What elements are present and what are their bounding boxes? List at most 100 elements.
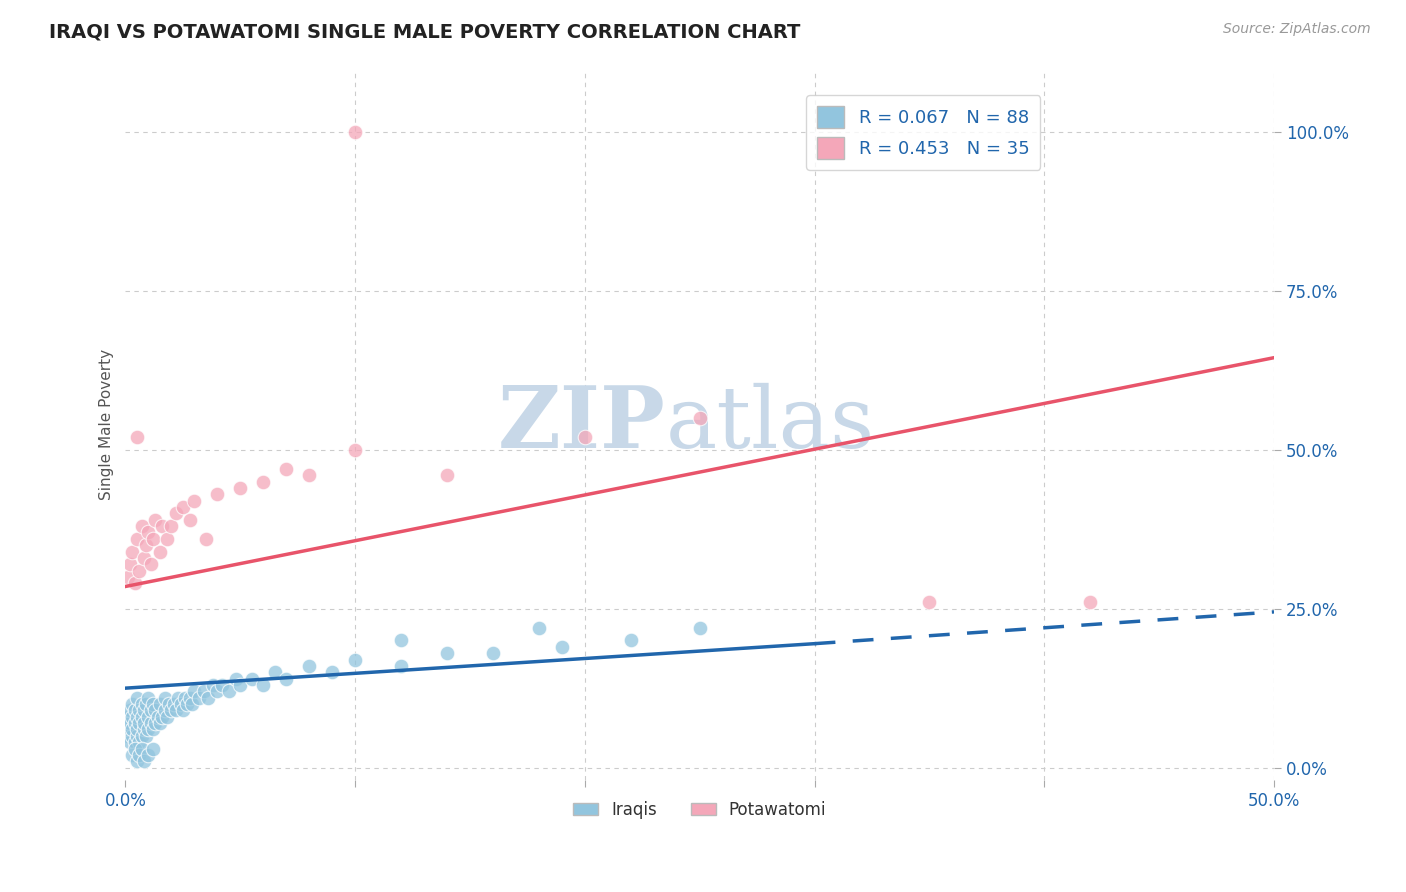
Point [125,723,148,737]
Point [193,684,215,698]
Text: Source: ZipAtlas.com: Source: ZipAtlas.com [1223,22,1371,37]
Point [389,659,412,673]
Point [125,430,148,444]
Point [128,703,150,717]
Point [160,703,183,717]
Point [207,487,229,501]
Point [436,468,458,483]
Point [131,741,153,756]
Point [263,665,285,680]
Point [169,697,191,711]
Point [188,690,211,705]
Point [142,723,165,737]
Point [142,697,165,711]
Point [689,411,711,425]
Point [138,690,160,705]
Point [121,747,143,762]
Point [124,703,146,717]
Point [179,690,201,705]
Point [125,532,148,546]
Point [121,697,143,711]
Point [121,710,143,724]
Point [181,697,204,711]
Point [298,659,321,673]
Point [131,729,153,743]
Point [142,741,165,756]
Point [551,640,574,654]
Point [120,735,142,749]
Point [143,703,166,717]
Point [132,754,155,768]
Point [156,710,179,724]
Point [167,690,190,705]
Y-axis label: Single Male Poverty: Single Male Poverty [100,349,114,500]
Point [149,697,172,711]
Point [138,525,160,540]
Point [620,633,643,648]
Point [229,481,252,495]
Point [183,684,205,698]
Text: ZIP: ZIP [498,383,665,467]
Point [218,684,240,698]
Point [132,723,155,737]
Point [135,729,157,743]
Point [131,697,153,711]
Point [527,621,550,635]
Point [125,729,148,743]
Point [156,532,179,546]
Point [176,697,198,711]
Point [150,710,173,724]
Point [165,507,187,521]
Point [276,462,298,476]
Point [179,513,201,527]
Point [298,468,321,483]
Point [207,684,229,698]
Point [124,741,146,756]
Point [128,735,150,749]
Point [128,747,150,762]
Point [172,703,194,717]
Point [142,532,165,546]
Point [321,665,343,680]
Point [124,716,146,731]
Point [121,729,143,743]
Point [132,550,155,565]
Point [143,716,166,731]
Point [125,754,148,768]
Point [121,723,143,737]
Point [436,646,458,660]
Point [163,697,186,711]
Point [132,703,155,717]
Point [689,621,711,635]
Point [157,697,180,711]
Point [160,519,183,533]
Point [132,716,155,731]
Point [389,633,412,648]
Legend: Iraqis, Potawatomi: Iraqis, Potawatomi [567,794,832,825]
Text: IRAQI VS POTAWATOMI SINGLE MALE POVERTY CORRELATION CHART: IRAQI VS POTAWATOMI SINGLE MALE POVERTY … [49,22,800,41]
Point [139,558,162,572]
Point [918,595,941,609]
Point [117,710,139,724]
Point [153,703,176,717]
Point [240,672,263,686]
Point [146,710,169,724]
Point [229,678,252,692]
Point [138,747,160,762]
Point [344,442,367,457]
Point [344,125,367,139]
Point [197,690,219,705]
Point [131,710,153,724]
Point [117,723,139,737]
Point [139,716,162,731]
Point [120,703,142,717]
Point [138,723,160,737]
Point [172,500,194,514]
Point [1078,595,1101,609]
Text: atlas: atlas [665,383,875,466]
Point [139,703,162,717]
Point [153,690,176,705]
Point [124,735,146,749]
Point [138,710,160,724]
Point [124,576,146,591]
